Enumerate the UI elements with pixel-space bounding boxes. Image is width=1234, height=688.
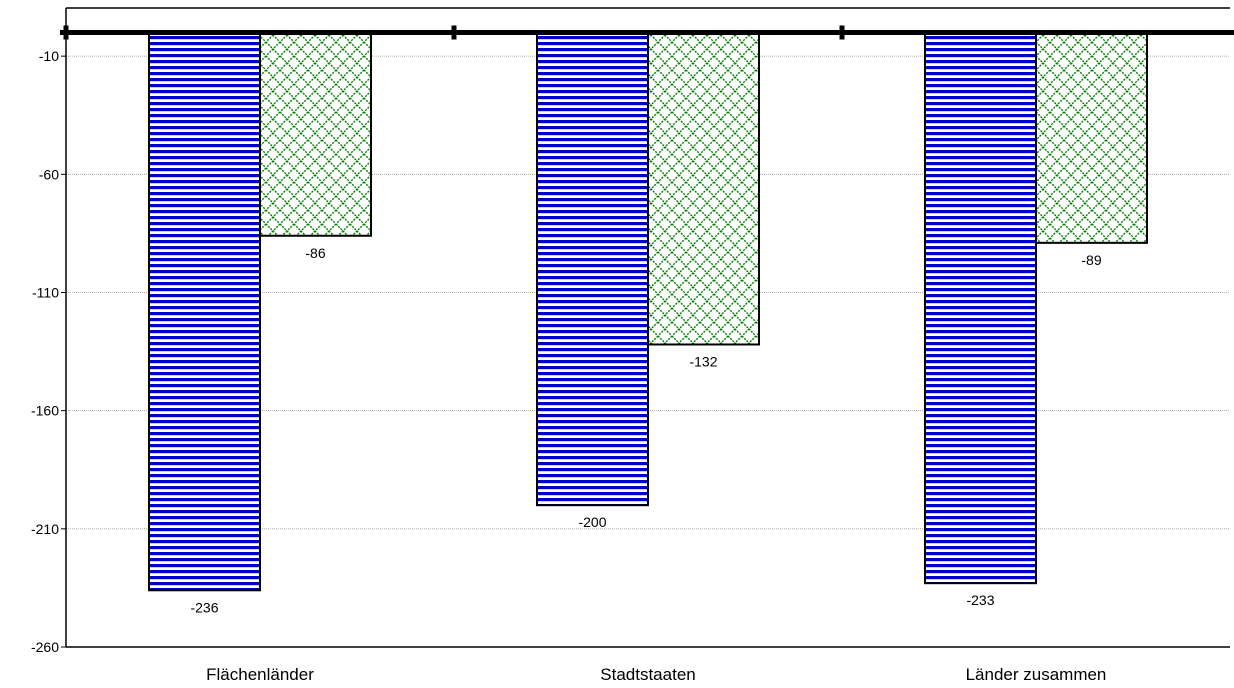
data-label: -89 <box>1081 252 1101 268</box>
category-label: Länder zusammen <box>966 665 1107 684</box>
bar-series-2 <box>1035 31 1148 244</box>
y-tick-label: -260 <box>31 639 59 655</box>
data-label: -236 <box>190 599 218 615</box>
data-label: -132 <box>689 353 717 369</box>
category-label: Stadtstaaten <box>600 665 695 684</box>
y-tick-label: -110 <box>32 284 59 300</box>
data-label: -233 <box>966 592 994 608</box>
data-label: -200 <box>578 514 606 530</box>
bars <box>148 31 1148 592</box>
y-tick-label: -60 <box>39 166 59 182</box>
bar-series-1 <box>924 31 1037 585</box>
bar-series-1 <box>148 31 261 592</box>
y-tick-label: -10 <box>39 48 59 64</box>
bar-series-2 <box>647 31 760 346</box>
bar-series-1 <box>536 31 649 507</box>
y-tick-label: -210 <box>31 521 59 537</box>
data-label: -86 <box>305 245 325 261</box>
y-tick-label: -160 <box>31 403 59 419</box>
labels: -10 -60 -110 -160 -210 -260 -236 -86 Flächenländ… <box>31 48 1106 684</box>
bar-series-2 <box>259 31 372 237</box>
category-label: Flächenländer <box>206 665 314 684</box>
axes <box>60 7 1234 648</box>
